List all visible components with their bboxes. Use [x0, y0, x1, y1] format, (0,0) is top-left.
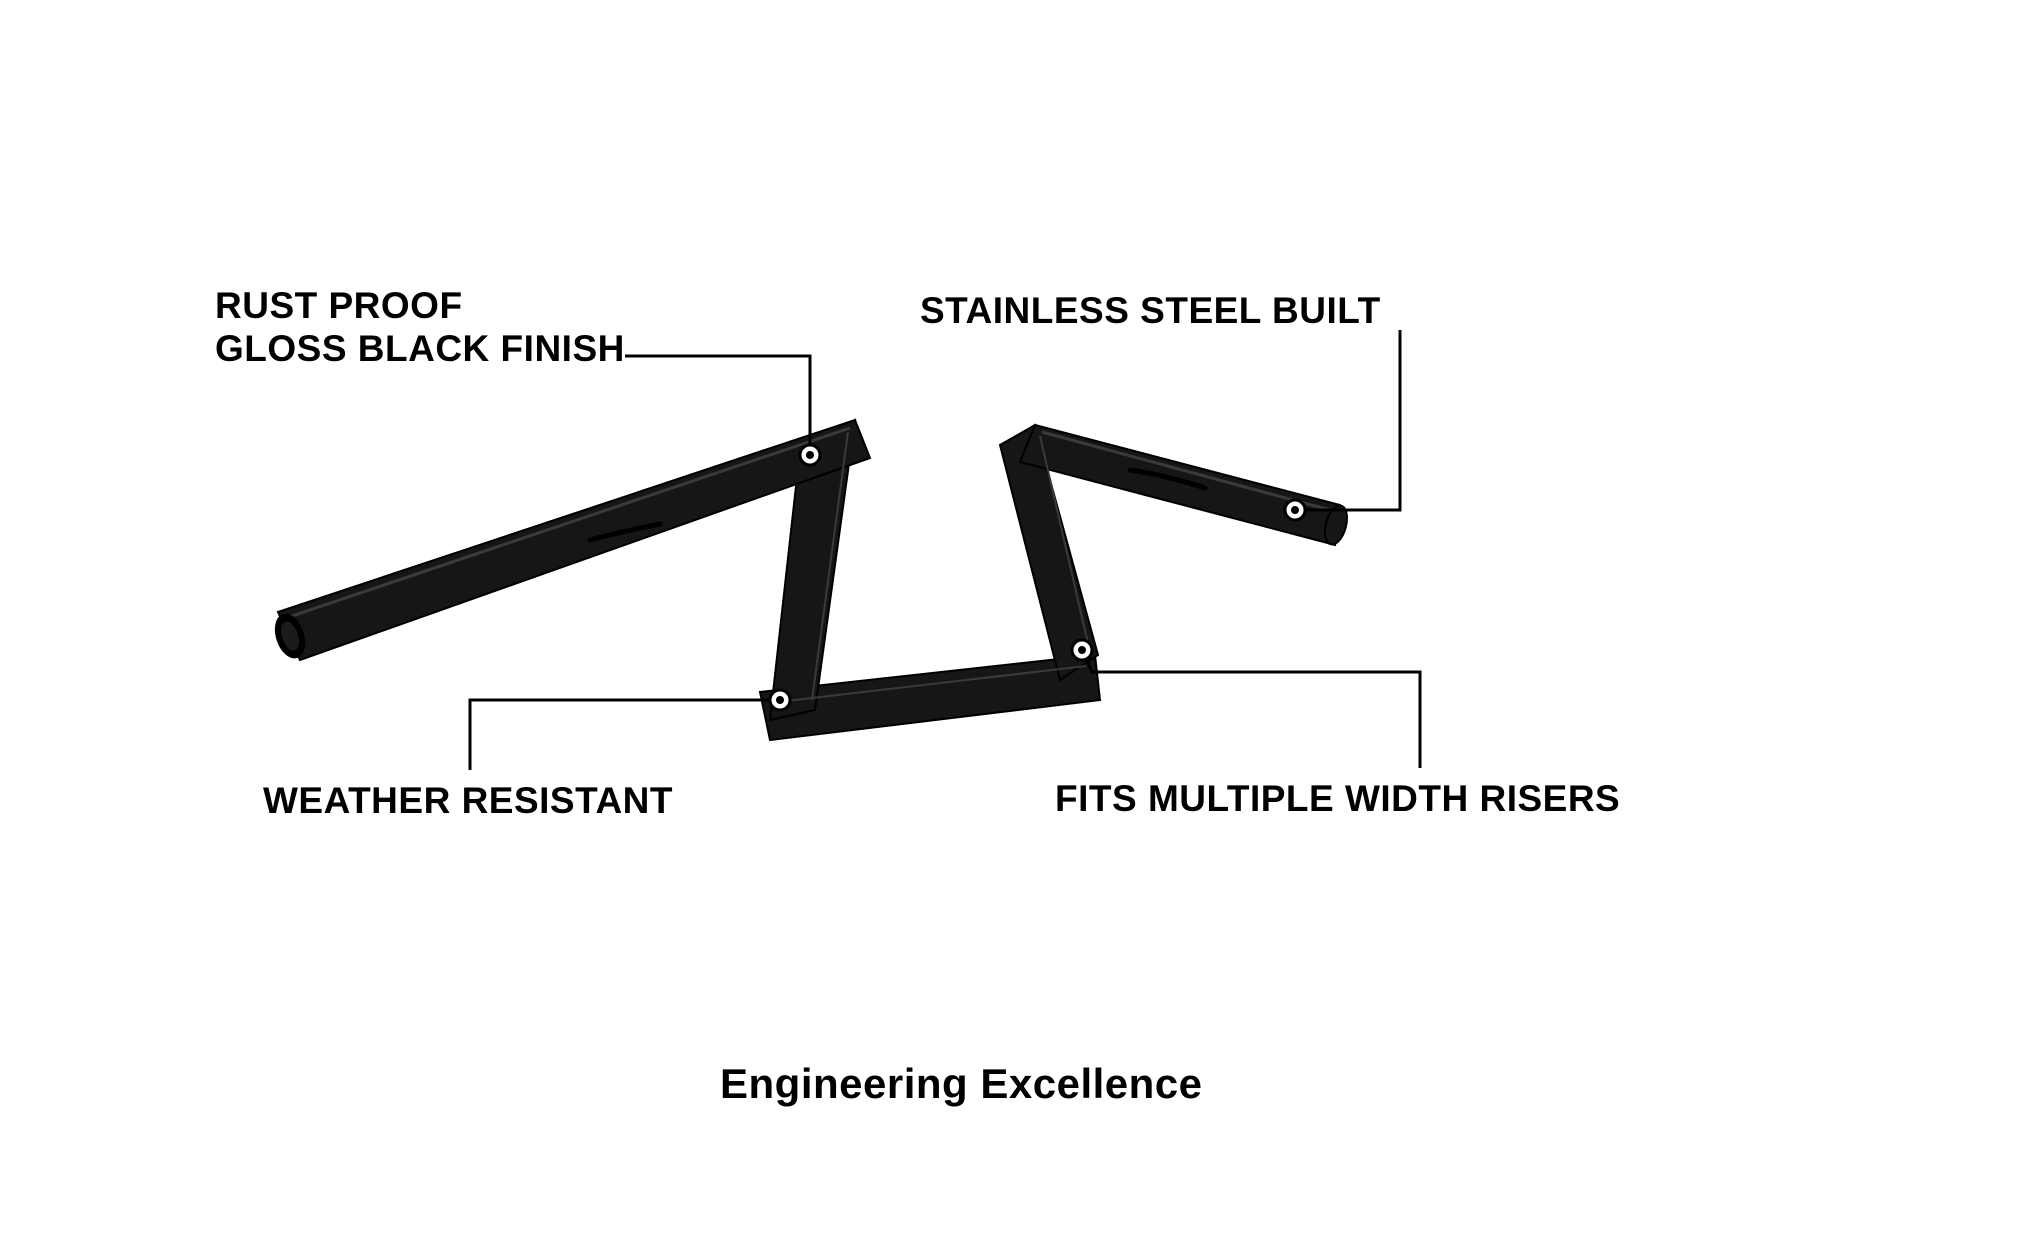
- point-fits-risers: [1072, 640, 1092, 660]
- label-fits-risers: FITS MULTIPLE WIDTH RISERS: [1055, 778, 1620, 821]
- point-rust-proof: [800, 445, 820, 465]
- leader-fits-risers: [1085, 656, 1420, 768]
- leader-stainless: [1305, 330, 1400, 510]
- point-weather: [770, 690, 790, 710]
- point-stainless: [1285, 500, 1305, 520]
- infographic-canvas: RUST PROOF GLOSS BLACK FINISH STAINLESS …: [0, 0, 2044, 1248]
- caption-title: Engineering Excellence: [720, 1060, 1203, 1108]
- leader-weather: [470, 700, 770, 770]
- label-rust-proof-line2: GLOSS BLACK FINISH: [215, 328, 625, 369]
- label-weather: WEATHER RESISTANT: [263, 780, 673, 823]
- label-rust-proof-line1: RUST PROOF: [215, 285, 463, 326]
- label-rust-proof: RUST PROOF GLOSS BLACK FINISH: [215, 285, 625, 370]
- handlebar-shape: [271, 420, 1351, 740]
- label-stainless: STAINLESS STEEL BUILT: [920, 290, 1381, 333]
- leader-rust-proof: [625, 356, 810, 445]
